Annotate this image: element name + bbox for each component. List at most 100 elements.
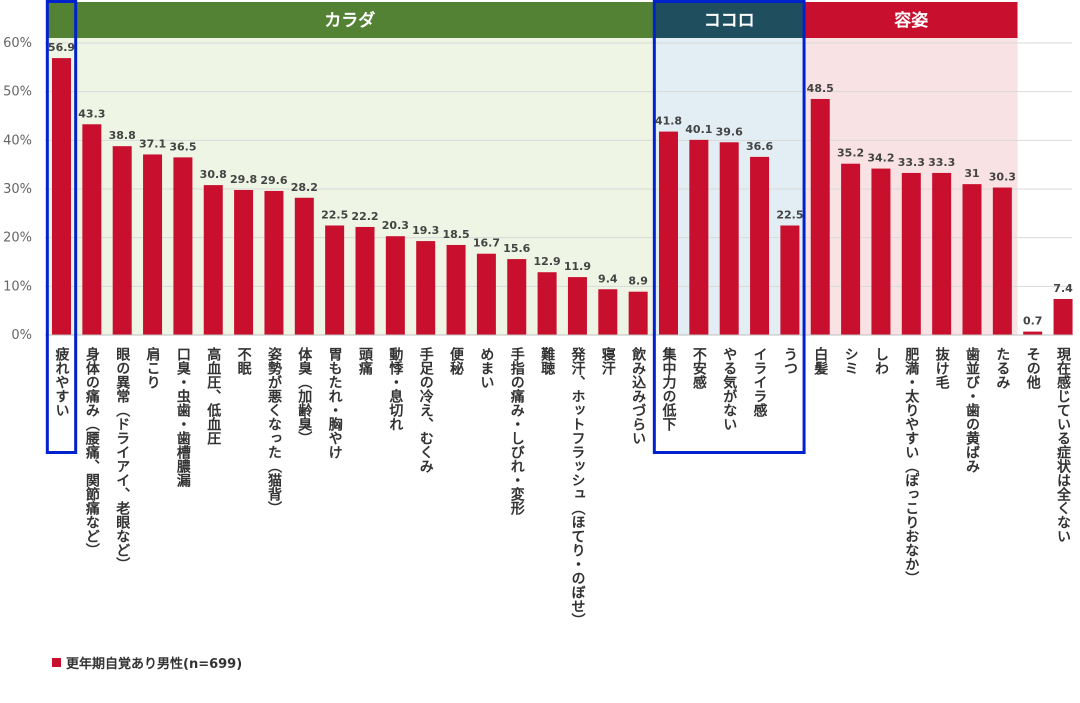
- data-label: 36.6: [746, 140, 773, 153]
- legend: 更年期自覚あり男性(n=699): [52, 653, 242, 672]
- bar: [962, 184, 982, 335]
- bar: [992, 187, 1012, 335]
- data-label: 33.3: [898, 156, 925, 169]
- data-label: 56.9: [48, 41, 75, 54]
- category-label: シミ: [843, 347, 859, 375]
- category-label: イライラ感: [752, 347, 768, 418]
- bar: [659, 131, 678, 335]
- bar: [143, 154, 163, 335]
- bar: [446, 244, 466, 335]
- bar: [810, 98, 830, 335]
- bar: [567, 277, 587, 335]
- bar: [780, 225, 800, 335]
- bar: [355, 226, 375, 335]
- highlight-box-1: [652, 0, 806, 454]
- category-label: 高血圧、低血圧: [205, 346, 222, 446]
- category-label: 便秘: [448, 346, 464, 376]
- data-label: 28.2: [291, 181, 318, 194]
- category-label: 手足の冷え、むくみ: [418, 346, 434, 473]
- data-label: 40.1: [685, 123, 712, 136]
- legend-swatch: [52, 658, 61, 667]
- bar: [1053, 298, 1073, 335]
- bar: [507, 259, 527, 335]
- bar: [416, 241, 436, 335]
- category-label: 疲れやすい: [54, 346, 70, 417]
- data-label: 8.9: [628, 275, 648, 288]
- category-label: 口臭・虫歯・歯槽膿漏: [175, 347, 191, 488]
- data-label: 19.3: [412, 224, 439, 237]
- data-label: 38.8: [109, 129, 136, 142]
- category-label: 現在感じている症状は全くない: [1055, 347, 1072, 543]
- data-label: 7.4: [1053, 282, 1073, 295]
- highlight-box-0: [45, 0, 78, 454]
- data-label: 29.6: [260, 174, 287, 187]
- data-label: 16.7: [473, 237, 500, 250]
- category-label: 動悸・息切れ: [387, 346, 403, 431]
- data-label: 22.5: [776, 209, 803, 222]
- category-label: 難聴: [539, 346, 555, 376]
- category-label: 不眠: [236, 347, 252, 376]
- bar: [52, 58, 71, 335]
- category-label: 歯並び・歯の黄ばみ: [964, 346, 980, 473]
- y-tick-label: 60%: [3, 36, 32, 51]
- group-header-label: カラダ: [324, 10, 375, 31]
- y-tick-label: 30%: [3, 182, 32, 197]
- bar: [841, 163, 861, 335]
- bar: [598, 289, 618, 335]
- y-tick-label: 10%: [3, 279, 32, 294]
- data-label: 31: [964, 167, 979, 180]
- data-label: 20.3: [382, 219, 409, 232]
- bar: [537, 272, 557, 335]
- legend-label: 更年期自覚あり男性(n=699): [66, 657, 243, 672]
- bar: [932, 172, 952, 335]
- y-tick-label: 20%: [3, 231, 32, 246]
- category-label: たるみ: [994, 347, 1010, 389]
- bar: [385, 236, 405, 335]
- data-label: 34.2: [867, 152, 894, 165]
- bar: [1023, 331, 1043, 335]
- category-label: めまい: [478, 347, 494, 389]
- category-label: 肩こり: [145, 346, 161, 389]
- category-label: 集中力の低下: [661, 346, 678, 432]
- group-header-0: [46, 2, 654, 38]
- data-label: 39.6: [716, 125, 743, 138]
- y-tick-label: 40%: [3, 133, 32, 148]
- data-label: 35.2: [837, 147, 864, 160]
- bar: [82, 124, 102, 335]
- data-label: 22.5: [321, 209, 348, 222]
- category-label: うつ: [782, 347, 798, 375]
- category-label: 肥満・太りやすい（ぽっこりおなか）: [903, 347, 920, 585]
- data-label: 41.8: [655, 115, 682, 128]
- bar: [112, 146, 132, 335]
- bar: [294, 197, 314, 335]
- category-label: 姿勢が悪くなった（猫背）: [266, 346, 283, 515]
- bar: [719, 142, 739, 335]
- bar: [476, 253, 496, 335]
- data-label: 37.1: [139, 137, 166, 150]
- group-bg-0: [46, 38, 654, 335]
- y-tick-label: 0%: [11, 328, 32, 343]
- data-label: 48.5: [807, 82, 834, 95]
- category-label: 手指の痛み・しびれ・変形: [509, 346, 526, 516]
- bar: [264, 190, 284, 335]
- data-label: 12.9: [534, 255, 561, 268]
- data-label: 36.5: [169, 140, 196, 153]
- data-label: 11.9: [564, 260, 591, 273]
- bar: [628, 291, 648, 335]
- data-label: 15.6: [503, 242, 530, 255]
- group-header-label: 容姿: [894, 10, 928, 31]
- data-label: 22.2: [351, 210, 378, 223]
- category-label: 胃もたれ・胸やけ: [327, 347, 343, 459]
- category-label: 飲み込みづらい: [630, 346, 647, 445]
- data-label: 33.3: [928, 156, 955, 169]
- category-label: 頭痛: [357, 347, 374, 376]
- category-label: 体臭（加齢臭）: [296, 346, 313, 445]
- category-label: やる気がない: [721, 347, 737, 431]
- data-label: 0.7: [1023, 315, 1043, 328]
- data-label: 30.8: [200, 168, 227, 181]
- group-header-1: [653, 2, 806, 38]
- bar: [901, 172, 921, 335]
- data-label: 30.3: [989, 171, 1016, 184]
- category-label: しわ: [873, 347, 889, 375]
- bar: [203, 185, 223, 335]
